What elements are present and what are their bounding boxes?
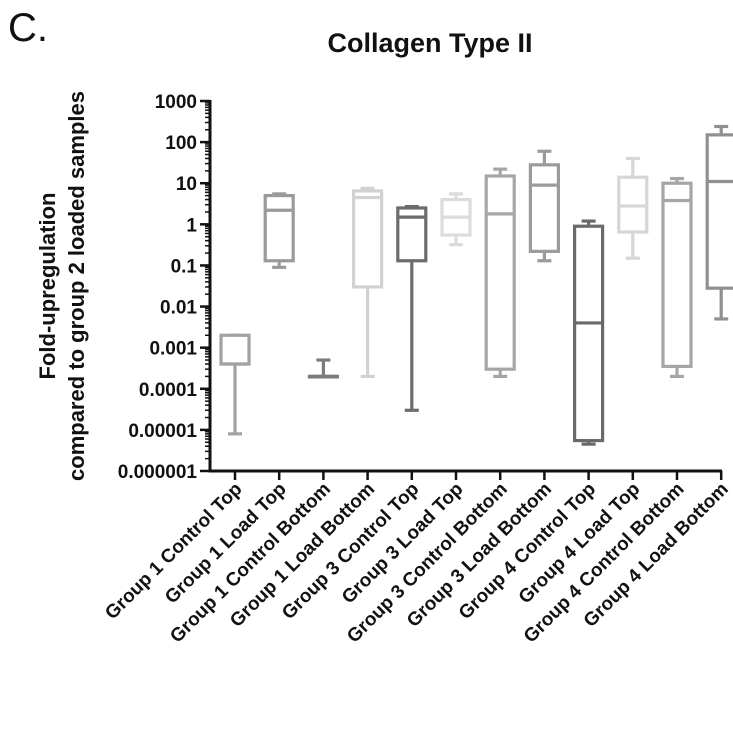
y-tick-label: 0.001 [149, 339, 197, 360]
box-2 [263, 192, 295, 269]
box-9 [572, 219, 605, 446]
iqr-box [705, 133, 733, 290]
iqr-box [484, 174, 516, 371]
box-11 [661, 176, 693, 379]
box-7 [484, 167, 516, 379]
box-1 [219, 333, 251, 436]
y-axis-title-line-2: compared to group 2 loaded samples [64, 91, 89, 481]
y-tick-label: 1000 [155, 92, 197, 113]
iqr-box [661, 181, 693, 369]
iqr-box [352, 189, 384, 289]
iqr-box [572, 224, 605, 443]
iqr-box [219, 333, 251, 366]
y-axis-title: Fold-upregulation compared to group 2 lo… [35, 91, 89, 481]
box-4 [352, 186, 384, 379]
y-tick-label: 0.000001 [118, 462, 198, 483]
y-tick-label: 0.01 [160, 298, 197, 319]
chart-title: Collagen Type II [327, 28, 533, 58]
boxes [219, 124, 733, 446]
box-3 [307, 358, 339, 379]
y-tick-label: 1 [186, 215, 197, 236]
y-tick-label: 10 [176, 174, 197, 195]
box-12 [705, 124, 733, 321]
y-tick-label: 0.0001 [139, 380, 198, 401]
box-10 [617, 156, 649, 260]
box-8 [528, 149, 561, 263]
axes: 1000 100 10 1 0.1 0.01 0.001 0.0001 0.00001 0.000… [118, 92, 722, 483]
y-tick-label: 0.1 [171, 256, 198, 277]
y-tick-label: 100 [165, 133, 197, 154]
y-axis-title-line-1: Fold-upregulation [35, 193, 60, 380]
y-tick-label: 0.00001 [128, 421, 197, 442]
box-5 [396, 204, 428, 412]
panel-letter: C. [8, 6, 48, 50]
iqr-box [528, 163, 561, 253]
iqr-box [263, 193, 295, 263]
box-6 [440, 192, 472, 247]
